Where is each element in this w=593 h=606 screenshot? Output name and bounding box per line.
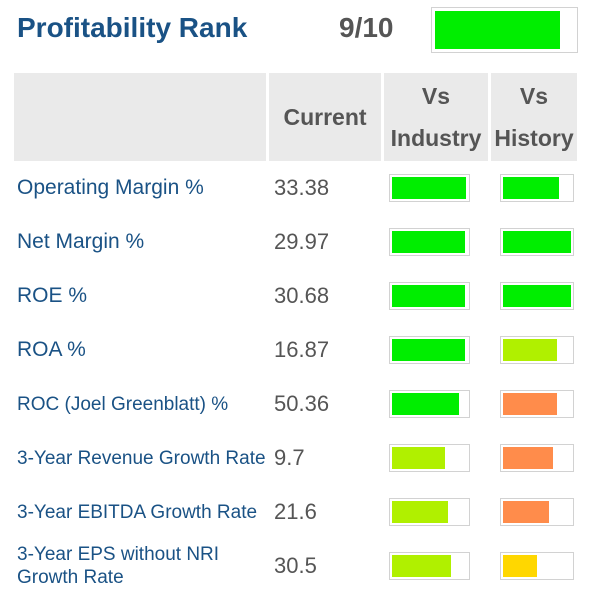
- table-header-row: Current Vs Industry Vs History: [14, 73, 577, 161]
- vs-history-bar-fill: [503, 447, 554, 469]
- vs-history-cell: [491, 215, 577, 269]
- metric-current-value: 30.68: [274, 283, 330, 308]
- column-header-vs-history-line1: Vs: [519, 83, 549, 109]
- page-title: Profitability Rank: [17, 12, 248, 43]
- profitability-rank-header: Profitability Rank 9/10: [0, 0, 593, 64]
- vs-industry-bar: [389, 444, 470, 472]
- vs-industry-cell: [384, 485, 491, 539]
- table-row: Operating Margin % 33.38: [14, 161, 577, 215]
- vs-industry-cell: [384, 431, 491, 485]
- vs-history-bar: [500, 390, 574, 418]
- vs-industry-bar: [389, 390, 470, 418]
- vs-industry-bar-fill: [392, 501, 448, 523]
- vs-history-cell: [491, 269, 577, 323]
- vs-history-bar: [500, 174, 574, 202]
- table-row: Net Margin % 29.97: [14, 215, 577, 269]
- metric-name[interactable]: ROA %: [17, 338, 86, 361]
- metric-current-value: 16.87: [274, 337, 330, 362]
- vs-history-bar-fill: [503, 555, 537, 577]
- column-header-vs-industry: Vs Industry: [384, 73, 491, 161]
- metric-current-value: 33.38: [274, 175, 330, 200]
- table-row: 3-Year EBITDA Growth Rate 21.6: [14, 485, 577, 539]
- metric-current-value: 50.36: [274, 391, 330, 416]
- vs-industry-bar: [389, 552, 470, 580]
- vs-history-cell: [491, 431, 577, 485]
- rank-bar: [431, 7, 578, 53]
- vs-industry-bar: [389, 336, 470, 364]
- table-row: ROE % 30.68: [14, 269, 577, 323]
- metric-name[interactable]: ROC (Joel Greenblatt) %: [17, 393, 229, 415]
- metric-name[interactable]: 3-Year EPS without NRI Growth Rate: [17, 544, 220, 588]
- vs-history-bar: [500, 444, 574, 472]
- rank-value: 9/10: [339, 12, 394, 43]
- column-header-name: [14, 73, 269, 161]
- vs-history-bar-fill: [503, 285, 571, 307]
- metric-current-value: 9.7: [274, 445, 305, 470]
- vs-industry-bar: [389, 228, 470, 256]
- metric-current-value: 30.5: [274, 553, 317, 578]
- vs-history-cell: [491, 485, 577, 539]
- vs-industry-bar-fill: [392, 555, 451, 577]
- metric-current-value: 29.97: [274, 229, 330, 254]
- vs-history-bar-fill: [503, 177, 559, 199]
- vs-industry-bar-fill: [392, 177, 466, 199]
- metric-name[interactable]: ROE %: [17, 284, 88, 307]
- vs-industry-bar-fill: [392, 285, 465, 307]
- vs-industry-bar-fill: [392, 447, 446, 469]
- vs-industry-cell: [384, 269, 491, 323]
- vs-industry-cell: [384, 323, 491, 377]
- vs-history-cell: [491, 323, 577, 377]
- table-row: 3-Year Revenue Growth Rate 9.7: [14, 431, 577, 485]
- vs-history-cell: [491, 377, 577, 431]
- vs-industry-bar-fill: [392, 339, 465, 361]
- column-header-vs-industry-line2: Industry: [390, 125, 482, 151]
- metric-name[interactable]: 3-Year EBITDA Growth Rate: [17, 501, 258, 523]
- vs-industry-cell: [384, 377, 491, 431]
- table-row: ROC (Joel Greenblatt) % 50.36: [14, 377, 577, 431]
- column-header-current: Current: [269, 73, 384, 161]
- vs-history-bar-fill: [503, 393, 558, 415]
- vs-industry-cell: [384, 215, 491, 269]
- vs-industry-bar: [389, 174, 470, 202]
- vs-industry-bar: [389, 498, 470, 526]
- vs-industry-bar-fill: [392, 393, 459, 415]
- column-header-vs-industry-line1: Vs: [421, 83, 451, 109]
- vs-industry-cell: [384, 161, 491, 215]
- table-row: ROA % 16.87: [14, 323, 577, 377]
- column-header-vs-history-line2: History: [494, 125, 574, 151]
- vs-history-bar: [500, 336, 574, 364]
- metric-name[interactable]: Operating Margin %: [17, 176, 204, 199]
- column-header-current-label: Current: [283, 104, 367, 130]
- vs-history-bar-fill: [503, 231, 571, 253]
- vs-history-bar: [500, 282, 574, 310]
- vs-history-bar: [500, 498, 574, 526]
- table-row: 3-Year EPS without NRI Growth Rate 30.5: [14, 539, 577, 593]
- vs-history-bar: [500, 552, 574, 580]
- vs-history-cell: [491, 539, 577, 593]
- vs-history-bar: [500, 228, 574, 256]
- metric-name[interactable]: 3-Year Revenue Growth Rate: [17, 447, 266, 469]
- metric-current-value: 21.6: [274, 499, 317, 524]
- vs-history-cell: [491, 161, 577, 215]
- vs-industry-bar-fill: [392, 231, 465, 253]
- vs-history-bar-fill: [503, 501, 550, 523]
- metric-name[interactable]: Net Margin %: [17, 230, 145, 253]
- metrics-table: Current Vs Industry Vs History Operating…: [14, 73, 577, 593]
- vs-industry-bar: [389, 282, 470, 310]
- rank-bar-fill: [435, 11, 561, 49]
- column-header-vs-history: Vs History: [491, 73, 577, 161]
- vs-industry-cell: [384, 539, 491, 593]
- vs-history-bar-fill: [503, 339, 558, 361]
